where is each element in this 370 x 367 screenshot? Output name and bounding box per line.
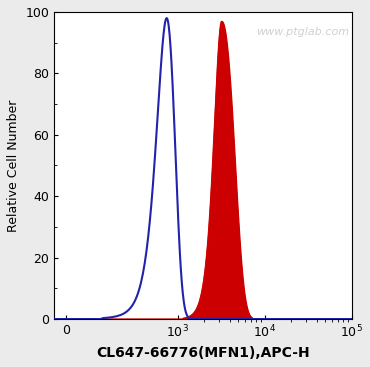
Y-axis label: Relative Cell Number: Relative Cell Number	[7, 99, 20, 232]
X-axis label: CL647-66776(MFN1),APC-H: CL647-66776(MFN1),APC-H	[96, 346, 310, 360]
Text: www.ptglab.com: www.ptglab.com	[256, 27, 350, 37]
